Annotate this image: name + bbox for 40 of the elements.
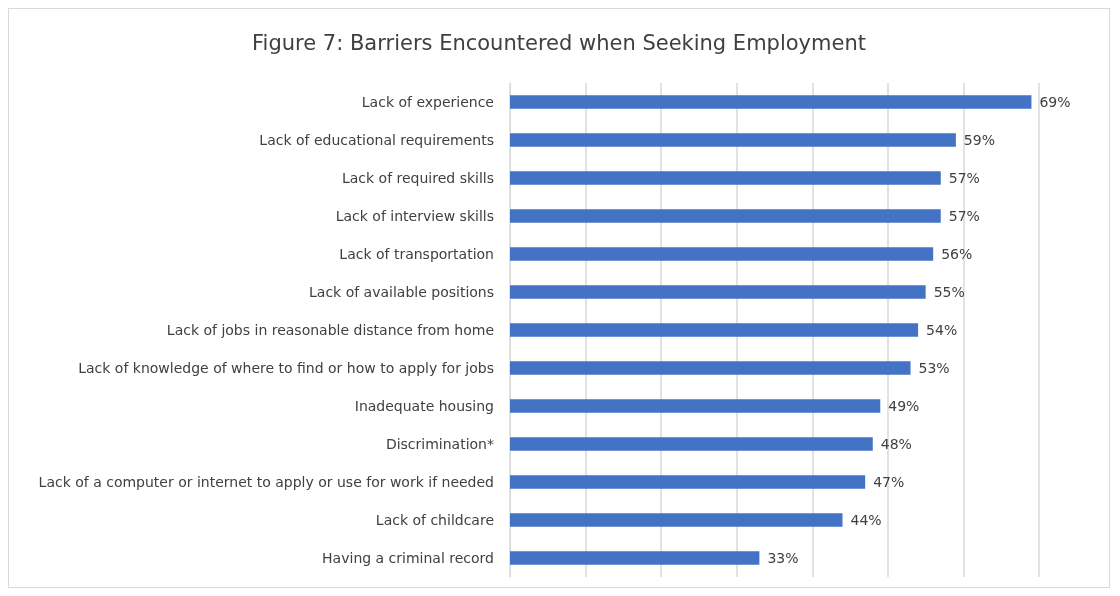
bar	[510, 361, 911, 375]
bar	[510, 551, 760, 565]
data-label: 33%	[767, 550, 799, 566]
bar	[510, 285, 926, 299]
bar	[510, 247, 934, 261]
data-label: 57%	[948, 208, 980, 224]
y-tick-label: Lack of jobs in reasonable distance from home	[166, 322, 494, 338]
data-label: 47%	[873, 474, 905, 490]
y-tick-label: Having a criminal record	[322, 550, 494, 566]
bar	[510, 209, 941, 223]
bar	[510, 437, 873, 451]
y-tick-label: Lack of childcare	[375, 512, 494, 528]
y-tick-label: Inadequate housing	[354, 398, 494, 414]
data-label: 57%	[948, 170, 980, 186]
y-tick-label: Lack of a computer or internet to apply or use for work if needed	[38, 474, 494, 490]
bar	[510, 323, 919, 337]
data-label: 49%	[888, 398, 920, 414]
bar	[510, 95, 1032, 109]
data-label: 59%	[963, 132, 995, 148]
y-tick-label: Lack of experience	[361, 94, 494, 110]
chart-title: Figure 7: Barriers Encountered when Seeking Employment	[252, 30, 866, 55]
y-tick-label: Lack of interview skills	[335, 208, 494, 224]
bar	[510, 475, 866, 489]
data-label: 54%	[926, 322, 958, 338]
bar	[510, 133, 956, 147]
y-tick-label: Lack of required skills	[341, 170, 494, 186]
bar	[510, 399, 881, 413]
data-label: 48%	[880, 436, 912, 452]
y-tick-label: Discrimination*	[385, 436, 494, 452]
data-label: 55%	[933, 284, 965, 300]
bar	[510, 171, 941, 185]
data-label: 44%	[850, 512, 882, 528]
data-label: 53%	[918, 360, 950, 376]
y-tick-label: Lack of knowledge of where to find or how to apply for jobs	[78, 360, 494, 376]
data-label: 56%	[941, 246, 973, 262]
y-tick-label: Lack of educational requirements	[259, 132, 494, 148]
y-tick-label: Lack of transportation	[339, 246, 494, 262]
y-tick-label: Lack of available positions	[309, 284, 494, 300]
data-label: 69%	[1039, 94, 1071, 110]
bar	[510, 513, 843, 527]
